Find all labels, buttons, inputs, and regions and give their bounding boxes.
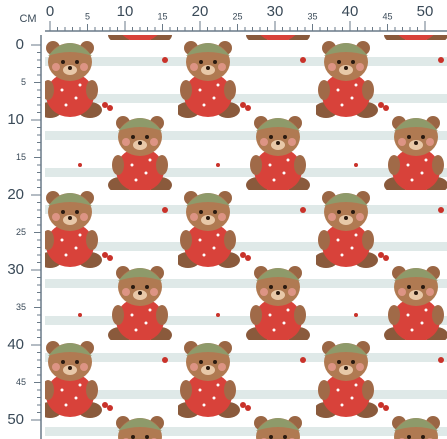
top-label: 15 — [157, 11, 167, 21]
bear-print — [45, 35, 447, 439]
top-label: 45 — [382, 11, 392, 21]
left-label: 30 — [7, 261, 24, 278]
left-label: 10 — [7, 111, 24, 128]
top-label: 0 — [46, 3, 54, 20]
left-label: 25 — [16, 227, 26, 237]
top-label: 30 — [267, 3, 284, 20]
top-label: 35 — [307, 11, 317, 21]
left-label: 20 — [7, 186, 24, 203]
top-label: 50 — [417, 3, 434, 20]
top-label: 25 — [232, 11, 242, 21]
left-label: 45 — [16, 377, 26, 387]
top-label: 40 — [342, 3, 359, 20]
top-label: 20 — [192, 3, 209, 20]
left-ruler — [0, 0, 45, 439]
top-label: 5 — [85, 11, 90, 21]
unit-label: CM — [19, 13, 36, 25]
left-label: 40 — [7, 336, 24, 353]
left-label: 0 — [16, 36, 24, 53]
top-label: 10 — [117, 3, 134, 20]
left-label: 50 — [7, 411, 24, 428]
left-label: 5 — [21, 77, 26, 87]
left-label: 15 — [16, 152, 26, 162]
left-label: 35 — [16, 302, 26, 312]
